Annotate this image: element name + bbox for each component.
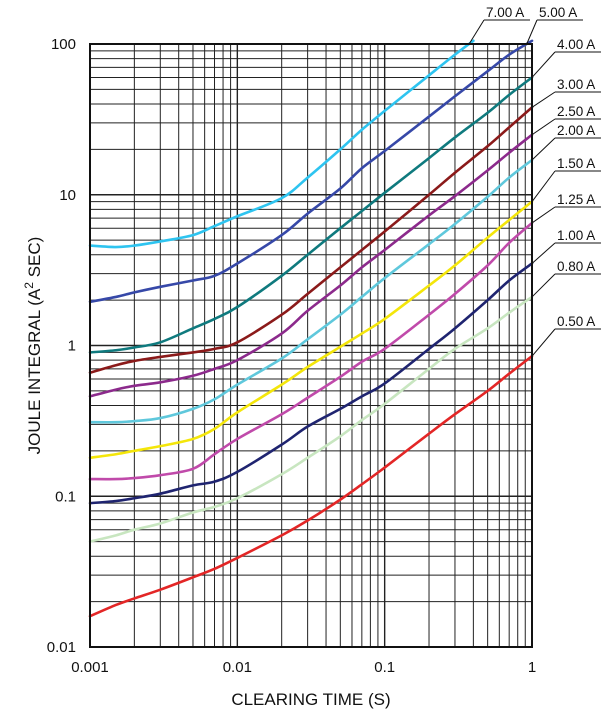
series-line-3-00-a <box>88 106 534 374</box>
y-tick-label: 1 <box>68 338 76 355</box>
y-tick-labels: 0.01 0.1 1 10 100 <box>47 36 76 656</box>
y-axis-title: JOULE INTEGRAL (A2 SEC) <box>22 237 44 455</box>
curve-label-0-80-a: 0.80 A <box>557 259 595 274</box>
curve-label-2-00-a: 2.00 A <box>557 123 595 138</box>
label-leader-line <box>531 91 556 108</box>
y-tick-label: 100 <box>51 36 76 53</box>
x-tick-label: 1 <box>528 659 536 676</box>
curve-label-leaders <box>468 19 601 357</box>
y-tick-label: 0.1 <box>55 488 76 505</box>
series-line-2-50-a <box>88 133 534 398</box>
series-line-5-00-a <box>88 39 534 304</box>
series-line-0-80-a <box>88 295 534 543</box>
series-line-1-50-a <box>88 200 534 460</box>
label-leader-line <box>531 170 556 202</box>
label-leader-line <box>531 206 556 224</box>
curve-label-2-50-a: 2.50 A <box>557 104 595 119</box>
series-line-7-00-a <box>88 39 475 249</box>
curve-labels: 0.50 A 0.80 A 1.00 A 1.25 A 1.50 A 2.00 A 2.50… <box>486 5 595 329</box>
series-line-2-00-a <box>88 158 534 424</box>
x-tick-labels: 0.001 0.01 0.1 1 <box>71 659 536 676</box>
label-leader-line <box>531 242 556 264</box>
y-tick-label: 10 <box>59 187 76 204</box>
x-tick-label: 0.01 <box>223 659 252 676</box>
series-line-1-25-a <box>88 221 534 481</box>
y-axis-title-superscript: 2 <box>22 282 36 289</box>
label-leader-line <box>531 273 556 298</box>
label-leader-line <box>531 328 556 357</box>
curve-label-3-00-a: 3.00 A <box>557 77 595 92</box>
x-axis-title: CLEARING TIME (S) <box>231 690 390 709</box>
label-leader-line <box>531 118 556 136</box>
y-tick-label: 0.01 <box>47 639 76 656</box>
curve-label-5-00-a: 5.00 A <box>539 5 577 20</box>
curve-label-1-50-a: 1.50 A <box>557 156 595 171</box>
y-axis-title-main: JOULE INTEGRAL (A <box>25 288 44 454</box>
plot-frame <box>89 43 533 648</box>
series-line-4-00-a <box>88 76 534 354</box>
y-axis-title-tail: SEC) <box>25 237 44 282</box>
x-tick-label: 0.001 <box>71 659 109 676</box>
curve-label-0-50-a: 0.50 A <box>557 314 595 329</box>
series-line-0-50-a <box>88 354 534 618</box>
label-leader-line <box>531 51 556 78</box>
curve-label-1-00-a: 1.00 A <box>557 228 595 243</box>
curve-label-7-00-a: 7.00 A <box>486 5 524 20</box>
series-curves <box>88 39 534 618</box>
curve-label-1-25-a: 1.25 A <box>557 192 595 207</box>
curve-label-4-00-a: 4.00 A <box>557 37 595 52</box>
grid-lines <box>89 44 532 648</box>
label-leader-line <box>526 19 538 45</box>
label-leader-line <box>468 19 485 45</box>
x-tick-label: 0.1 <box>374 659 395 676</box>
label-leader-line <box>531 137 556 161</box>
series-line-1-00-a <box>88 262 534 505</box>
